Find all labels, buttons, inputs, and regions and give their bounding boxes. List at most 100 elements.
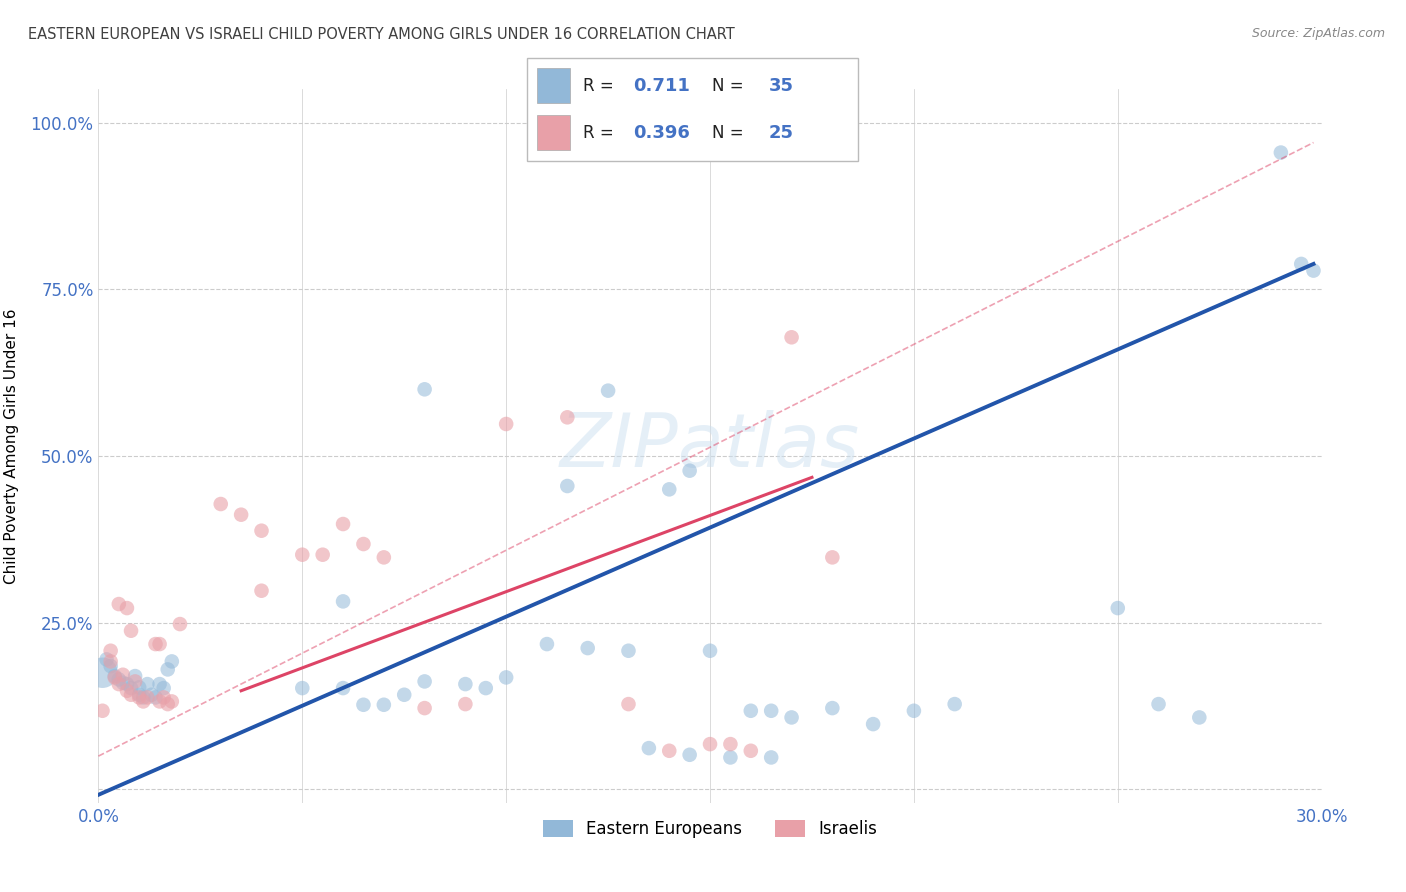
Point [124,674,146,689]
Point [1302,263,1324,277]
Point [108,677,131,691]
Point [104,670,127,684]
Point [617,697,640,711]
Point [132,690,155,705]
Point [128,681,150,695]
Point [373,698,395,712]
Point [149,694,172,708]
Point [120,688,142,702]
Text: 35: 35 [769,77,793,95]
Point [160,654,183,668]
Point [943,697,966,711]
Point [780,710,803,724]
Point [495,670,517,684]
Point [658,744,681,758]
Point [637,741,661,756]
Point [903,704,925,718]
Point [740,704,762,718]
Text: N =: N = [713,77,749,95]
Point [699,737,721,751]
Point [617,644,640,658]
Point [141,688,163,702]
Point [454,697,477,711]
Point [332,681,354,695]
Point [156,662,179,676]
Point [108,597,131,611]
Point [312,548,335,562]
Point [679,747,702,762]
Point [332,516,354,531]
Point [100,654,122,668]
Point [250,524,273,538]
Point [536,637,558,651]
Point [392,688,416,702]
Point [1270,145,1292,160]
Point [761,704,783,718]
Bar [537,115,571,150]
Point [598,384,620,398]
Point [91,665,114,680]
Text: ZIPatlas: ZIPatlas [560,410,860,482]
Point [821,701,844,715]
Point [124,669,146,683]
Point [115,683,138,698]
Point [91,704,114,718]
Point [413,701,436,715]
Point [718,750,742,764]
Text: EASTERN EUROPEAN VS ISRAELI CHILD POVERTY AMONG GIRLS UNDER 16 CORRELATION CHART: EASTERN EUROPEAN VS ISRAELI CHILD POVERT… [28,27,735,42]
Point [100,659,122,673]
Point [120,681,142,695]
Text: N =: N = [713,124,749,142]
Point [373,550,395,565]
Point [156,697,179,711]
Text: 0.711: 0.711 [633,77,690,95]
Point [100,644,122,658]
Point [1147,697,1170,711]
Point [454,677,477,691]
Point [128,690,150,705]
Point [413,382,436,396]
Point [780,330,803,344]
Point [576,641,599,656]
Point [291,681,314,695]
Point [495,417,517,431]
Text: R =: R = [583,77,620,95]
Point [474,681,498,695]
Point [209,497,232,511]
Point [96,652,118,666]
Point [862,717,884,731]
Point [699,644,721,658]
Point [115,601,138,615]
Point [149,637,172,651]
Text: 0.396: 0.396 [633,124,690,142]
Point [291,548,314,562]
Point [718,737,742,751]
Point [352,698,374,712]
Point [169,617,191,632]
Legend: Eastern Europeans, Israelis: Eastern Europeans, Israelis [536,813,884,845]
Point [160,694,183,708]
Point [136,677,159,691]
Point [111,675,134,690]
Point [332,594,354,608]
Text: Source: ZipAtlas.com: Source: ZipAtlas.com [1251,27,1385,40]
Point [821,550,844,565]
Point [132,694,155,708]
Point [136,690,159,705]
Point [1291,257,1313,271]
Point [111,667,134,681]
Point [104,669,127,683]
Point [1107,601,1129,615]
Point [740,744,762,758]
Point [152,690,174,705]
Text: R =: R = [583,124,620,142]
Point [152,681,174,695]
Bar [537,69,571,103]
Point [145,637,167,651]
Text: 25: 25 [769,124,793,142]
FancyBboxPatch shape [527,58,858,161]
Point [149,677,172,691]
Point [555,479,579,493]
Point [413,674,436,689]
Point [1188,710,1211,724]
